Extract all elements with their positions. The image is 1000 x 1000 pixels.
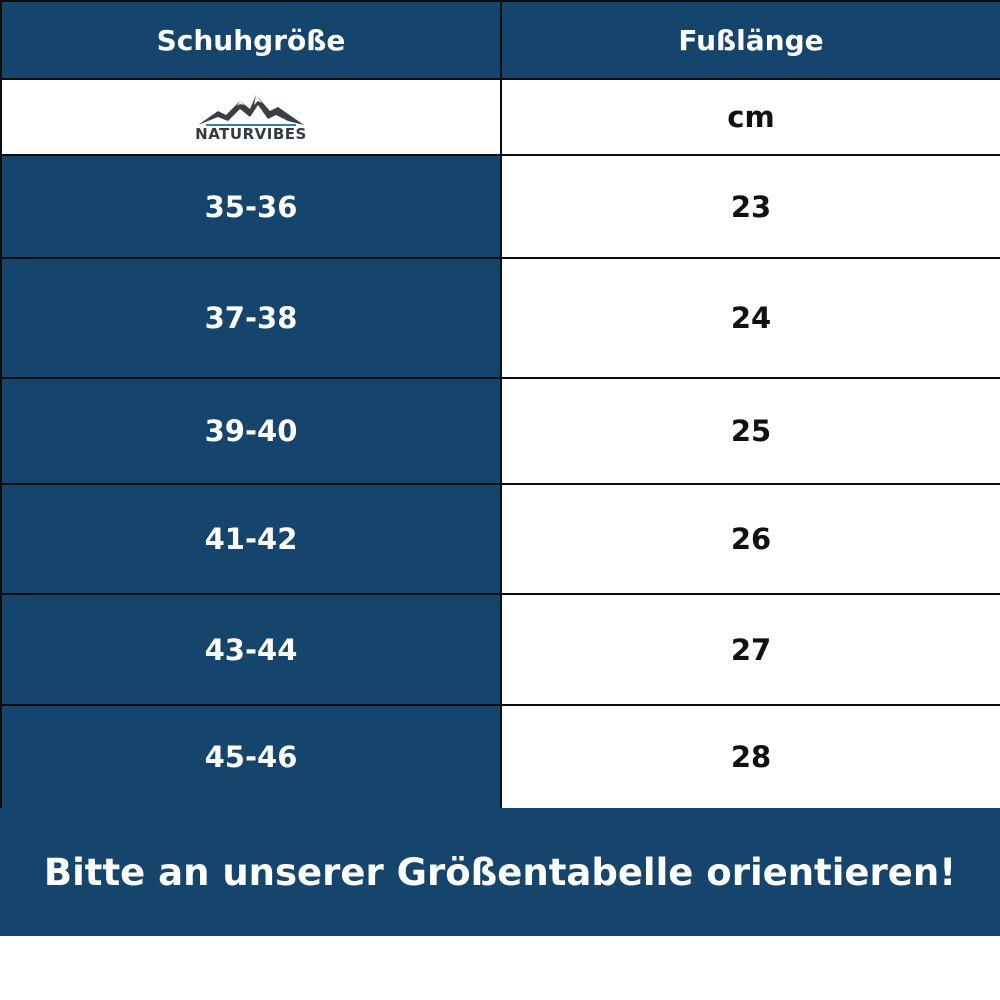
shoe-size-cell: 41-42 [0,483,502,595]
brand-logo: NATURVIBES [195,91,307,143]
foot-length-cell: 27 [500,593,1000,706]
shoe-size-cell: 37-38 [0,257,502,379]
brand-logo-cell: NATURVIBES [0,78,502,156]
shoe-size-cell: 45-46 [0,704,502,810]
header-shoe-size: Schuhgröße [0,0,502,80]
footer-banner: Bitte an unserer Größentabelle orientier… [0,808,1000,936]
table-row: 45-46 28 [0,704,1000,810]
header-row: Schuhgröße Fußlänge [0,0,1000,80]
foot-length-cell: 23 [500,154,1000,259]
table-row: 39-40 25 [0,377,1000,485]
brand-name: NATURVIBES [195,125,307,143]
table-row: 43-44 27 [0,593,1000,706]
footer-note: Bitte an unserer Größentabelle orientier… [43,850,957,894]
foot-length-cell: 24 [500,257,1000,379]
foot-length-cell: 25 [500,377,1000,485]
unit-cell: cm [500,78,1000,156]
foot-length-cell: 26 [500,483,1000,595]
foot-length-cell: 28 [500,704,1000,810]
table-row: 35-36 23 [0,154,1000,259]
shoe-size-cell: 39-40 [0,377,502,485]
shoe-size-cell: 43-44 [0,593,502,706]
table-row: 37-38 24 [0,257,1000,379]
subheader-row: NATURVIBES cm [0,78,1000,156]
table-row: 41-42 26 [0,483,1000,595]
header-foot-length: Fußlänge [500,0,1000,80]
size-chart-table: Schuhgröße Fußlänge NATURVIBES cm 35-36 … [0,0,1000,810]
shoe-size-cell: 35-36 [0,154,502,259]
mountain-logo-icon [197,95,304,126]
